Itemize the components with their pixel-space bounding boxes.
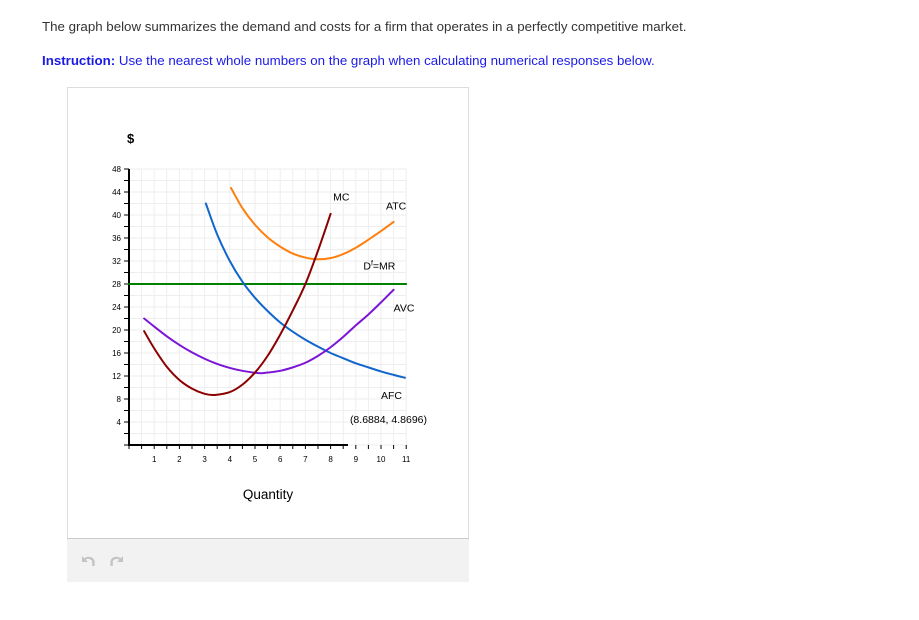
intro-text: The graph below summarizes the demand an… [42,19,687,34]
y-tick-label: 36 [112,234,121,243]
curve-atc[interactable] [230,186,395,261]
x-tick-label: 10 [377,455,386,464]
y-axis-label: $ [127,131,135,146]
x-tick-label: 8 [328,455,333,464]
y-tick-label: 16 [112,349,121,358]
x-tick-label: 4 [228,455,233,464]
x-tick-label: 6 [278,455,283,464]
x-tick-label: 5 [253,455,258,464]
point-tooltip: (8.6884, 4.8696) [350,414,427,426]
y-tick-label: 8 [117,395,122,404]
instruction-body: Use the nearest whole numbers on the gra… [115,53,655,68]
curve-mc[interactable] [143,212,332,397]
x-axis-label: Quantity [243,487,294,502]
label-avc: AVC [394,303,415,315]
label-atc: ATC [386,200,407,212]
chart-grid [128,168,407,446]
chart-curves[interactable] [128,186,408,397]
curve-afc[interactable] [204,202,406,379]
instruction-label: Instruction: [42,53,116,68]
x-tick-label: 3 [202,455,207,464]
y-tick-label: 48 [112,165,121,174]
y-tick-label: 44 [112,188,121,197]
label-mc: MC [333,192,350,204]
x-tick-label: 1 [152,455,157,464]
y-tick-label: 32 [112,257,121,266]
graph-toolbar [67,538,469,582]
instruction-text: Instruction: Use the nearest whole numbe… [42,53,655,68]
chart-labels: Df=MR AFC ATC AVC MC [333,192,415,402]
y-tick-label: 12 [112,372,121,381]
graph-frame: 4 8 12 16 20 24 28 32 36 40 44 48 1 2 3 4 5 6 7 8 9 10 11 Df=M… [67,87,469,540]
y-tick-label: 20 [112,326,121,335]
x-tick-label: 9 [354,455,359,464]
y-tick-label: 28 [112,280,121,289]
undo-icon[interactable] [79,552,97,570]
x-tick-label: 2 [177,455,182,464]
y-tick-label: 4 [117,418,122,427]
label-afc: AFC [381,390,402,402]
label-dfmr: Df=MR [363,261,395,273]
x-tick-label: 11 [402,455,411,464]
redo-icon[interactable] [108,552,126,570]
y-tick-label: 40 [112,211,121,220]
x-tick-label: 7 [303,455,308,464]
y-tick-label: 24 [112,303,121,312]
curve-avc[interactable] [143,288,395,375]
